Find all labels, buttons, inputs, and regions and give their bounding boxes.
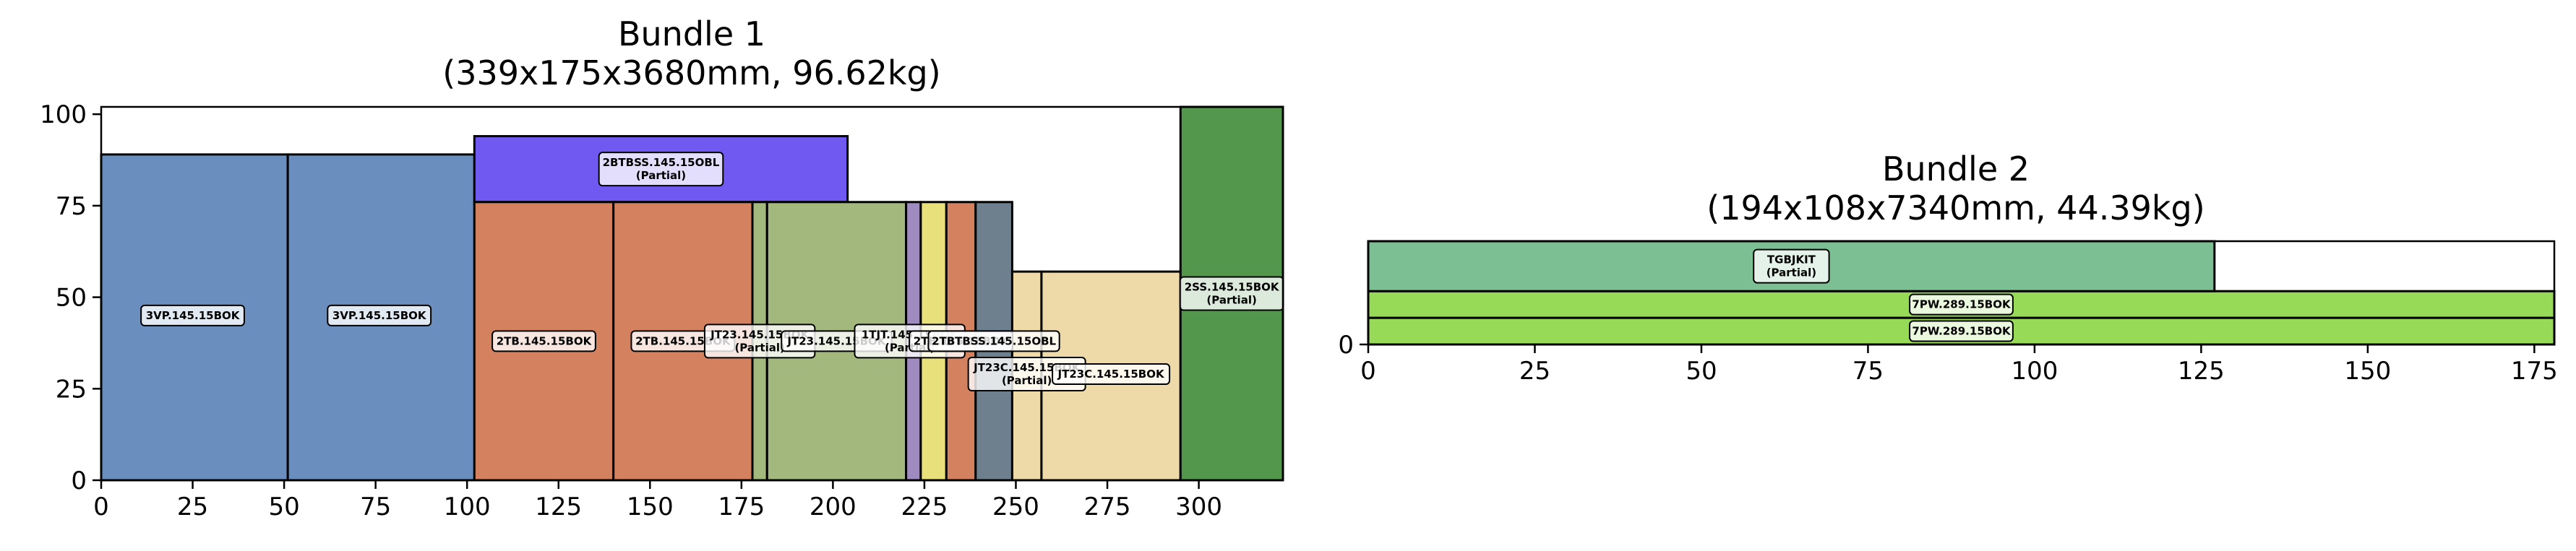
x-tick-label: 0 bbox=[93, 493, 109, 521]
box-label-10: 2TBTBSS.145.15OBL bbox=[927, 330, 1060, 352]
y-tick-label: 0 bbox=[1338, 331, 1354, 360]
box-label-0: 7PW.289.15BOK bbox=[1909, 320, 2014, 342]
x-tick-label: 300 bbox=[1175, 493, 1222, 521]
x-tick-label: 0 bbox=[1360, 357, 1376, 386]
box-label-frame bbox=[598, 152, 724, 187]
x-tick-label: 75 bbox=[1852, 357, 1884, 386]
x-tick-label: 25 bbox=[1519, 357, 1550, 386]
box-label-frame bbox=[1909, 293, 2014, 316]
x-tick-label: 125 bbox=[2178, 357, 2225, 386]
x-tick-label: 50 bbox=[1686, 357, 1717, 386]
x-tick-label: 250 bbox=[992, 493, 1039, 521]
x-tick-label: 275 bbox=[1084, 493, 1131, 521]
box-label-text: 7PW.289.15BOK bbox=[1912, 298, 2012, 311]
bundle-1-title: Bundle 1 bbox=[618, 14, 765, 53]
box-label-frame bbox=[327, 304, 432, 326]
y-tick-label: 100 bbox=[40, 100, 87, 129]
box-label-frame bbox=[1052, 363, 1171, 386]
x-tick-label: 100 bbox=[2011, 357, 2058, 386]
x-tick-label: 50 bbox=[268, 493, 299, 521]
box-label-text: 7PW.289.15BOK bbox=[1912, 325, 2012, 338]
box-label-text: 2BTBSS.145.15OBL bbox=[603, 156, 720, 169]
box-label-frame bbox=[927, 330, 1060, 352]
box-label-text: 2TBTBSS.145.15OBL bbox=[932, 334, 1056, 347]
box-label-text: 3VP.145.15BOK bbox=[332, 309, 427, 322]
x-tick-label: 175 bbox=[718, 493, 765, 521]
bundle-2-title: Bundle 2 bbox=[1882, 149, 2030, 188]
x-tick-label: 100 bbox=[444, 493, 491, 521]
x-tick-label: 225 bbox=[901, 493, 948, 521]
box-label-13: 2SS.145.15BOK(Partial) bbox=[1179, 276, 1284, 311]
x-tick-label: 75 bbox=[360, 493, 391, 521]
x-tick-label: 175 bbox=[2511, 357, 2558, 386]
box-label-text: JT23C.145.15BOK bbox=[1057, 368, 1165, 381]
bundle-1-subtitle: (339x175x3680mm, 96.62kg) bbox=[442, 53, 940, 92]
box-label-text: (Partial) bbox=[1206, 294, 1256, 307]
box-label-text: (Partial) bbox=[734, 341, 784, 354]
box-label-text: (Partial) bbox=[636, 169, 686, 182]
box-label-text: 3VP.145.15BOK bbox=[146, 309, 241, 322]
box-label-text: 2TB.145.15BOK bbox=[497, 334, 593, 347]
box-label-text: 2SS.145.15BOK bbox=[1185, 281, 1280, 294]
x-tick-label: 150 bbox=[627, 493, 674, 521]
y-tick-label: 25 bbox=[56, 375, 87, 404]
y-tick-label: 0 bbox=[71, 467, 87, 495]
x-tick-label: 125 bbox=[535, 493, 582, 521]
x-tick-label: 200 bbox=[810, 493, 856, 521]
box-label-1: 7PW.289.15BOK bbox=[1909, 293, 2014, 316]
box-label-3: 2TB.145.15BOK bbox=[491, 330, 596, 352]
bundle-1-chart: Bundle 1 (339x175x3680mm, 96.62kg) 3VP.1… bbox=[40, 14, 1284, 521]
box-label-frame bbox=[491, 330, 596, 352]
box-label-text: TGBJKIT bbox=[1767, 253, 1816, 266]
y-tick-label: 50 bbox=[56, 284, 87, 313]
box-label-frame bbox=[140, 304, 245, 326]
box-label-12: JT23C.145.15BOK bbox=[1052, 363, 1171, 386]
box-label-text: (Partial) bbox=[1002, 374, 1052, 387]
box-label-1: 3VP.145.15BOK bbox=[327, 304, 432, 326]
x-tick-label: 25 bbox=[177, 493, 208, 521]
x-tick-label: 150 bbox=[2344, 357, 2391, 386]
axes-frame bbox=[100, 105, 1284, 482]
bundle-2-chart: Bundle 2 (194x108x7340mm, 44.39kg) 7PW.2… bbox=[1338, 149, 2557, 386]
box-label-0: 3VP.145.15BOK bbox=[140, 304, 245, 326]
box-label-text: (Partial) bbox=[1766, 266, 1816, 279]
axes-frame bbox=[1367, 240, 2556, 346]
box-label-frame bbox=[1753, 248, 1830, 284]
box-label-2: 2BTBSS.145.15OBL(Partial) bbox=[598, 152, 724, 187]
y-tick-label: 75 bbox=[56, 192, 87, 221]
box-label-2: TGBJKIT(Partial) bbox=[1753, 248, 1830, 284]
bundle-2-subtitle: (194x108x7340mm, 44.39kg) bbox=[1706, 188, 2204, 227]
box-label-frame bbox=[1909, 320, 2014, 342]
